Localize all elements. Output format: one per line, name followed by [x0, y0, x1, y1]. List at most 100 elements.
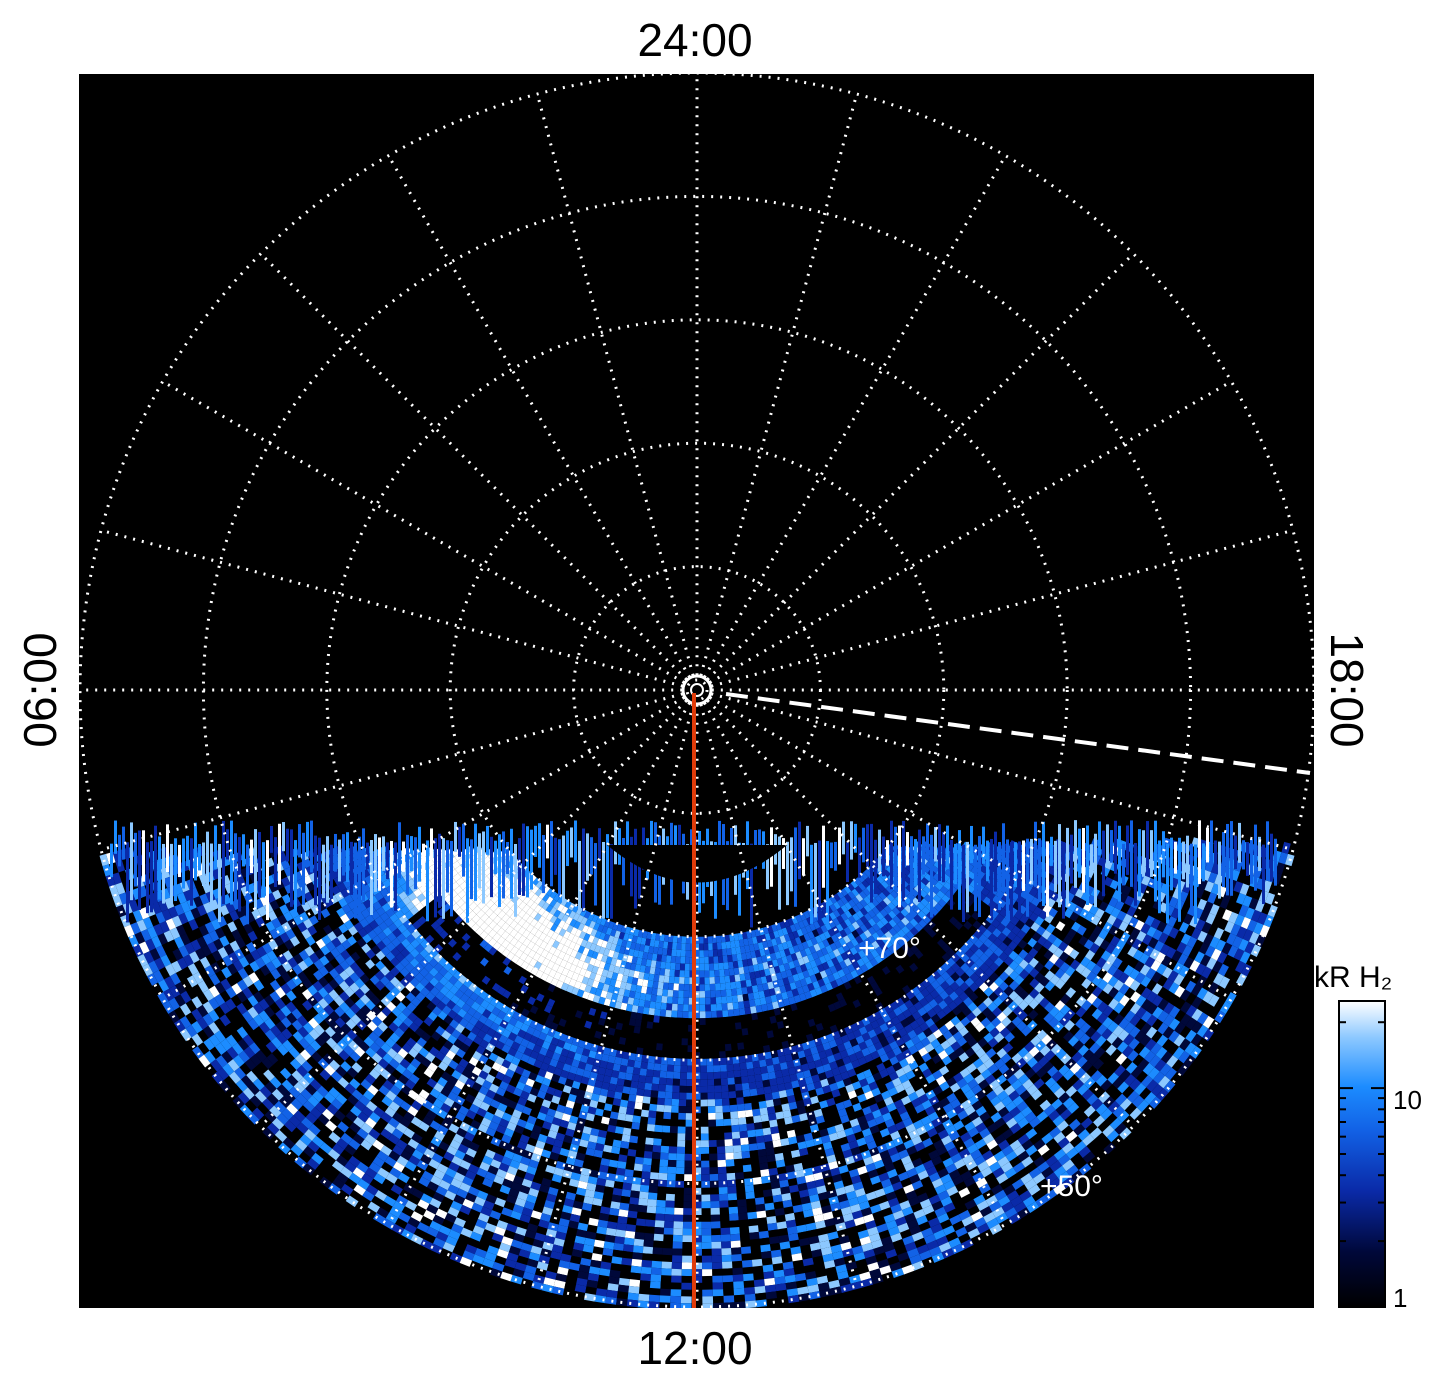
- data-cell: [673, 983, 679, 991]
- data-cell: [655, 1206, 666, 1215]
- data-cell: [646, 1124, 656, 1132]
- data-cell: [485, 908, 494, 917]
- data-cell: [833, 901, 841, 910]
- data-cell: [837, 946, 846, 955]
- data-cell: [618, 1009, 626, 1018]
- data-cell: [480, 913, 489, 922]
- data-cell: [739, 1062, 747, 1071]
- data-cell: [699, 997, 706, 1005]
- data-cell: [746, 1123, 755, 1131]
- data-cell: [618, 988, 626, 996]
- data-cell: [674, 1207, 684, 1215]
- data-cell: [649, 1001, 656, 1009]
- data-cell: [564, 900, 572, 909]
- data-cell: [546, 888, 554, 897]
- data-cell: [765, 1058, 774, 1067]
- data-cell: [663, 1030, 671, 1038]
- data-cell: [503, 888, 512, 897]
- data-cell: [735, 981, 742, 989]
- data-cell: [875, 946, 884, 955]
- data-cell: [539, 940, 548, 950]
- data-cell: [888, 927, 898, 937]
- data-cell: [753, 991, 760, 1000]
- data-cell: [589, 943, 597, 952]
- data-cell: [741, 1076, 749, 1084]
- data-cell: [845, 972, 854, 982]
- data-cell: [710, 1194, 720, 1202]
- data-cell: [666, 1071, 674, 1079]
- data-cell: [601, 925, 609, 934]
- data-cell: [710, 1207, 720, 1215]
- data-cell: [756, 956, 763, 965]
- data-cell: [764, 1140, 774, 1149]
- data-cell: [750, 978, 757, 987]
- data-cell: [683, 1201, 693, 1209]
- data-cell: [728, 961, 734, 969]
- data-cell: [860, 872, 869, 880]
- data-cell: [492, 924, 502, 933]
- data-cell: [831, 934, 839, 943]
- data-cell: [931, 885, 940, 895]
- data-cell: [728, 1199, 738, 1208]
- data-cell: [623, 933, 630, 941]
- data-cell: [522, 938, 531, 947]
- data-cell: [724, 1139, 733, 1147]
- data-cell: [583, 933, 591, 942]
- data-cell: [699, 991, 706, 998]
- data-cell: [549, 890, 558, 899]
- data-cell: [418, 884, 428, 894]
- data-cell: [749, 1040, 757, 1049]
- data-cell: [450, 911, 459, 921]
- data-cell: [628, 990, 636, 999]
- data-cell: [871, 898, 880, 907]
- data-cell: [636, 957, 643, 966]
- data-cell: [852, 904, 860, 913]
- data-cell: [750, 930, 757, 938]
- data-cell: [773, 1007, 781, 1016]
- data-cell: [829, 942, 838, 952]
- data-cell: [754, 1122, 763, 1130]
- data-cell: [548, 969, 557, 978]
- data-cell: [527, 890, 535, 900]
- data-cell: [670, 1024, 677, 1032]
- data-cell: [656, 1104, 665, 1112]
- data-cell: [700, 1086, 708, 1093]
- data-cell: [556, 942, 565, 952]
- data-cell: [526, 899, 535, 908]
- data-cell: [652, 1145, 662, 1153]
- data-cell: [876, 920, 885, 929]
- data-cell: [644, 1144, 654, 1152]
- data-cell: [738, 1055, 746, 1064]
- data-cell: [642, 1164, 652, 1173]
- data-cell: [488, 929, 497, 938]
- data-cell: [645, 1076, 653, 1084]
- data-cell: [654, 1124, 663, 1133]
- data-cell: [913, 914, 923, 924]
- data-cell: [820, 984, 828, 994]
- data-cell: [626, 1066, 634, 1074]
- data-cell: [859, 899, 868, 908]
- data-cell: [484, 952, 493, 962]
- data-cell: [615, 959, 622, 968]
- data-cell: [484, 917, 493, 926]
- data-cell: [726, 1166, 735, 1174]
- data-cell: [473, 897, 483, 906]
- data-cell: [610, 1152, 620, 1161]
- data-cell: [512, 963, 521, 973]
- data-cell: [537, 907, 546, 916]
- data-cell: [669, 969, 675, 977]
- data-cell: [934, 881, 944, 891]
- data-cell: [706, 1051, 714, 1059]
- data-cell: [475, 935, 484, 945]
- data-cell: [668, 935, 674, 943]
- data-cell: [809, 974, 818, 983]
- data-cell: [744, 972, 751, 981]
- data-cell: [610, 943, 617, 952]
- data-cell: [802, 918, 810, 927]
- data-cell: [483, 943, 493, 953]
- data-cell: [785, 969, 793, 978]
- data-cell: [834, 940, 842, 949]
- data-cell: [848, 915, 856, 925]
- data-cell: [742, 1157, 752, 1166]
- data-cell: [612, 951, 620, 960]
